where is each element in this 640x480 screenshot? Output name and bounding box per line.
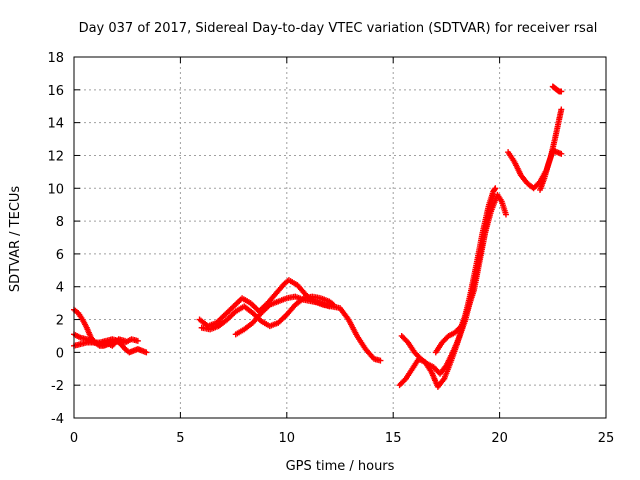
data-point — [558, 88, 565, 95]
y-tick-label: 0 — [56, 346, 64, 361]
x-tick-label: 25 — [598, 431, 615, 446]
data-point — [377, 357, 384, 364]
x-tick-label: 10 — [279, 431, 296, 446]
data-point — [492, 185, 499, 192]
data-point — [558, 106, 565, 113]
data-point — [491, 186, 498, 193]
x-tick-label: 0 — [70, 431, 78, 446]
y-tick-labels: -4 -2 0 2 4 6 8 10 12 14 16 18 — [47, 51, 64, 427]
chart-title: Day 037 of 2017, Sidereal Day-to-day VTE… — [79, 21, 598, 36]
x-tick-label: 15 — [385, 431, 402, 446]
data-point — [326, 303, 333, 310]
series-L — [549, 83, 565, 95]
y-axis-label: SDTVAR / TECUs — [8, 186, 23, 293]
x-tick-label: 5 — [176, 431, 184, 446]
y-tick-label: 10 — [47, 182, 64, 197]
x-axis-label: GPS time / hours — [286, 459, 395, 474]
data-marks — [71, 83, 565, 390]
data-point — [490, 191, 497, 198]
y-tick-label: 6 — [56, 248, 64, 263]
series-B — [71, 331, 141, 346]
y-tick-label: 18 — [47, 51, 64, 66]
series-I — [432, 191, 497, 356]
series-F — [232, 293, 333, 338]
y-tick-label: 12 — [47, 149, 64, 164]
y-tick-label: -4 — [51, 412, 64, 427]
series-C — [71, 336, 129, 349]
y-tick-label: -2 — [51, 379, 64, 394]
data-point — [330, 301, 337, 308]
grid-lines — [74, 57, 606, 418]
x-tick-labels: 0 5 10 15 20 25 — [70, 431, 614, 446]
y-tick-label: 8 — [56, 215, 64, 230]
axis-ticks — [73, 56, 607, 419]
x-tick-label: 20 — [491, 431, 508, 446]
data-point — [558, 150, 565, 157]
data-point — [122, 337, 129, 344]
y-tick-label: 4 — [56, 281, 64, 296]
data-point — [502, 211, 509, 218]
y-tick-label: 14 — [47, 117, 64, 132]
series-K — [537, 147, 565, 193]
y-tick-label: 2 — [56, 314, 64, 329]
series-H — [398, 191, 509, 377]
y-tick-label: 16 — [47, 84, 64, 99]
data-point — [143, 349, 150, 356]
data-point — [134, 337, 141, 344]
series-A — [71, 306, 150, 356]
plot-frame — [73, 56, 607, 419]
